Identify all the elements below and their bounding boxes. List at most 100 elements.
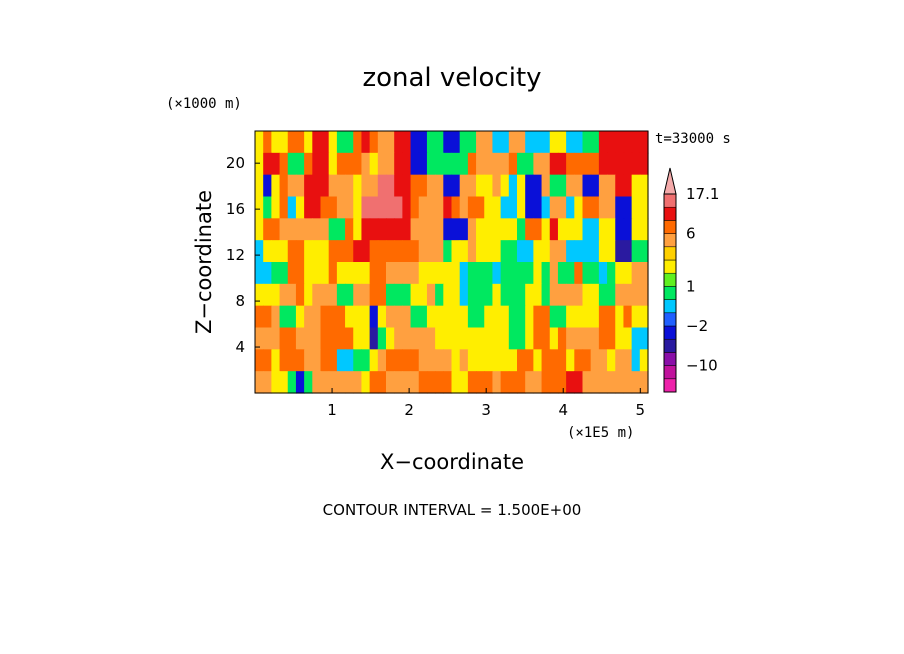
heatmap-cell bbox=[369, 327, 379, 350]
heatmap-cell bbox=[361, 262, 371, 285]
heatmap-cell bbox=[508, 131, 518, 154]
heatmap-cell bbox=[402, 283, 412, 307]
heatmap-cell bbox=[336, 218, 346, 241]
heatmap-cell bbox=[304, 131, 313, 154]
heatmap-cell bbox=[451, 283, 461, 307]
heatmap-cell bbox=[451, 371, 461, 394]
heatmap-cell bbox=[459, 349, 469, 372]
heatmap-cell bbox=[582, 218, 592, 241]
colorbar-swatch bbox=[663, 259, 677, 274]
heatmap-cell bbox=[426, 196, 436, 219]
heatmap-cell bbox=[467, 305, 477, 329]
heatmap-cell bbox=[443, 174, 453, 198]
heatmap-cell bbox=[353, 262, 363, 285]
heatmap-cell bbox=[525, 240, 534, 263]
heatmap-cell bbox=[598, 283, 608, 307]
heatmap-cell bbox=[369, 371, 379, 394]
heatmap-cell bbox=[295, 174, 305, 198]
colorbar-swatch bbox=[663, 206, 677, 221]
heatmap-cell bbox=[500, 283, 510, 307]
heatmap-cell bbox=[508, 218, 518, 241]
heatmap-cell bbox=[304, 240, 313, 263]
heatmap-cell bbox=[287, 196, 297, 219]
colorbar-swatch bbox=[663, 352, 677, 366]
x-axis-ticks: 1 2 3 4 5 bbox=[327, 388, 645, 419]
heatmap-cell bbox=[557, 371, 567, 394]
heatmap-cell bbox=[255, 305, 264, 329]
heatmap-cell bbox=[361, 174, 371, 198]
heatmap-cell bbox=[533, 349, 543, 372]
heatmap-cell bbox=[508, 240, 518, 263]
heatmap-cell bbox=[639, 305, 649, 329]
heatmap-cell bbox=[508, 349, 518, 372]
heatmap-cell bbox=[394, 305, 403, 329]
heatmap-cell bbox=[402, 371, 412, 394]
heatmap-cell bbox=[639, 371, 649, 394]
heatmap-cell bbox=[574, 218, 584, 241]
heatmap-cell bbox=[336, 174, 346, 198]
x-tick-label: 5 bbox=[636, 401, 646, 419]
heatmap-cell bbox=[312, 218, 322, 241]
heatmap-cell bbox=[476, 131, 485, 154]
heatmap-cell bbox=[279, 131, 289, 154]
heatmap-cell bbox=[574, 283, 584, 307]
heatmap-cell bbox=[312, 305, 322, 329]
heatmap-cell bbox=[607, 283, 616, 307]
heatmap-cell bbox=[304, 196, 313, 219]
heatmap-cell bbox=[467, 240, 477, 263]
heatmap-cell bbox=[541, 371, 551, 394]
heatmap-cell bbox=[615, 371, 625, 394]
heatmap-cell bbox=[320, 305, 330, 329]
heatmap-cell bbox=[574, 240, 584, 263]
heatmap-cell bbox=[369, 283, 379, 307]
heatmap-cell bbox=[279, 371, 289, 394]
y-tick-label: 20 bbox=[226, 154, 245, 172]
heatmap-cell bbox=[263, 240, 272, 263]
heatmap-cell bbox=[615, 131, 625, 154]
heatmap-cell bbox=[353, 196, 363, 219]
heatmap-cell bbox=[492, 371, 502, 394]
heatmap-cell bbox=[566, 174, 575, 198]
heatmap-cell bbox=[566, 131, 575, 154]
heatmap-cell bbox=[549, 371, 559, 394]
heatmap-cell bbox=[418, 218, 428, 241]
heatmap-cell bbox=[541, 218, 551, 241]
heatmap-cell bbox=[271, 174, 281, 198]
heatmap-cell bbox=[607, 196, 616, 219]
heatmap-cell bbox=[271, 305, 281, 329]
heatmap-cell bbox=[386, 327, 395, 350]
heatmap-cell bbox=[615, 152, 625, 176]
heatmap-cell bbox=[549, 283, 559, 307]
heatmap-cell bbox=[517, 240, 526, 263]
heatmap-cell bbox=[271, 240, 281, 263]
heatmap-cell bbox=[353, 349, 363, 372]
heatmap-cell bbox=[295, 152, 305, 176]
heatmap-cell bbox=[590, 371, 600, 394]
heatmap-cell bbox=[377, 283, 387, 307]
heatmap-cell bbox=[263, 283, 272, 307]
heatmap-cell bbox=[459, 240, 469, 263]
heatmap-cell bbox=[287, 240, 297, 263]
heatmap-cell bbox=[386, 349, 395, 372]
heatmap-cell bbox=[639, 262, 649, 285]
heatmap-cell bbox=[525, 262, 534, 285]
heatmap-cell bbox=[377, 218, 387, 241]
heatmap-cell bbox=[353, 152, 363, 176]
heatmap-cell bbox=[377, 152, 387, 176]
heatmap-cell bbox=[369, 240, 379, 263]
heatmap-cell bbox=[508, 196, 518, 219]
heatmap-cell bbox=[451, 349, 461, 372]
heatmap-cell bbox=[435, 174, 444, 198]
heatmap-cell bbox=[639, 131, 649, 154]
heatmap-cell bbox=[443, 262, 453, 285]
heatmap-cell bbox=[451, 218, 461, 241]
heatmap-cell bbox=[492, 196, 502, 219]
heatmap-cell bbox=[394, 349, 403, 372]
heatmap-cell bbox=[279, 262, 289, 285]
heatmap-cell bbox=[320, 152, 330, 176]
colorbar-swatch bbox=[663, 325, 677, 340]
heatmap-cell bbox=[353, 283, 363, 307]
heatmap-cell bbox=[623, 305, 633, 329]
heatmap-cell bbox=[574, 371, 584, 394]
heatmap-cell bbox=[517, 262, 526, 285]
